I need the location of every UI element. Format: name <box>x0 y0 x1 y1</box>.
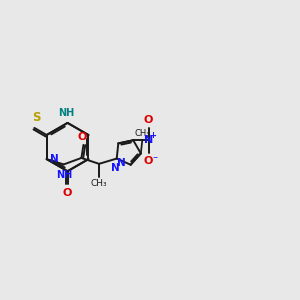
Text: O: O <box>77 132 87 142</box>
Text: N: N <box>50 154 59 164</box>
Text: CH₃: CH₃ <box>91 179 107 188</box>
Text: N: N <box>111 163 120 173</box>
Text: CH₃: CH₃ <box>135 129 150 138</box>
Text: O: O <box>144 115 153 125</box>
Text: NH: NH <box>58 108 74 118</box>
Text: O: O <box>143 156 153 166</box>
Text: N: N <box>118 158 126 168</box>
Text: N: N <box>144 135 153 145</box>
Text: +: + <box>149 131 156 140</box>
Text: ⁻: ⁻ <box>153 155 158 166</box>
Text: S: S <box>32 111 40 124</box>
Text: O: O <box>63 188 72 198</box>
Text: NH: NH <box>56 170 73 180</box>
